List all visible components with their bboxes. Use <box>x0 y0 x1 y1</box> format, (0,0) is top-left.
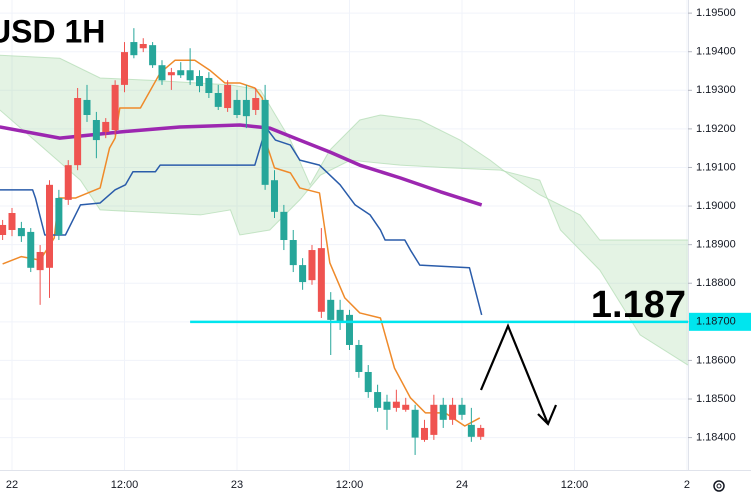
candle-body <box>139 43 147 49</box>
y-tick-label: 1.18600 <box>696 354 736 366</box>
y-tick-label: 1.19100 <box>696 161 736 173</box>
candle-body <box>167 72 175 76</box>
settings-icon[interactable] <box>713 480 725 492</box>
projection-arrow <box>479 323 550 425</box>
candle-body <box>36 251 44 271</box>
candle-body <box>299 265 307 283</box>
cloud-area <box>0 55 688 366</box>
candle-body <box>120 52 128 85</box>
x-tick-label: 2 <box>684 479 690 491</box>
indicator-line <box>2 59 481 427</box>
x-tick-label: 12:00 <box>336 479 364 491</box>
candle-body <box>45 184 53 268</box>
candle-body <box>195 76 203 87</box>
candle-body <box>55 197 63 235</box>
candle-body <box>130 42 138 56</box>
candle-body <box>186 70 194 81</box>
level: 1.187 <box>190 284 688 326</box>
candle-body <box>83 99 91 115</box>
candle-body <box>364 371 372 393</box>
candle-body <box>270 180 278 212</box>
candle-body <box>233 99 241 115</box>
candle-body <box>355 344 363 372</box>
candle-body <box>252 98 260 110</box>
x-tick-label: 22 <box>6 479 18 491</box>
candle-body <box>420 427 428 440</box>
price-highlight <box>689 312 751 331</box>
candle-body <box>402 404 410 410</box>
cloud-edge <box>0 54 688 241</box>
candle-body <box>92 120 100 141</box>
candle-body <box>242 99 250 117</box>
candle-body <box>27 231 35 268</box>
candle-body <box>158 65 166 81</box>
candle-body <box>374 392 382 408</box>
gear[interactable] <box>713 480 725 492</box>
candle-body <box>64 165 72 200</box>
candle-body <box>439 404 447 420</box>
y-tick-label: 1.18900 <box>696 239 736 251</box>
candle-body <box>224 84 232 109</box>
x-tick-label: 23 <box>231 479 243 491</box>
candle-body <box>17 228 25 237</box>
candle-body <box>149 45 157 66</box>
candle-body <box>111 84 119 131</box>
y-tick-label: 1.19000 <box>696 200 736 212</box>
arrow-head <box>537 404 558 426</box>
candle-body <box>345 314 353 345</box>
chart-title: USD 1H <box>0 13 105 49</box>
candle-body <box>102 121 110 132</box>
y-tick-label: 1.19200 <box>696 123 736 135</box>
candle-body <box>214 92 222 107</box>
grid <box>0 0 688 470</box>
level-label: 1.187 <box>591 284 686 326</box>
y-tick-label: 1.19300 <box>696 84 736 96</box>
candle-body <box>458 404 466 415</box>
candle-body <box>205 77 213 93</box>
axes: 22 12:00 23 12:00 24 12:00 2 1.19500 1.19400 1.19… <box>6 7 751 491</box>
candle-body <box>430 404 438 435</box>
y-tick-label: 1.19400 <box>696 46 736 58</box>
x-tick-label: 12:00 <box>561 479 589 491</box>
candle-body <box>74 98 82 166</box>
candle-body <box>336 309 344 322</box>
candle-body <box>289 240 297 266</box>
y-tick-label: 1.18700 <box>696 316 736 328</box>
candle-body <box>177 70 185 76</box>
candle-body <box>467 424 475 437</box>
y-tick-label: 1.18500 <box>696 393 736 405</box>
indicator-line <box>0 123 483 207</box>
candle-body <box>327 299 335 320</box>
candle-body <box>0 224 7 235</box>
candle-body <box>317 248 325 312</box>
candle-body <box>392 401 400 408</box>
candle-body <box>383 401 391 410</box>
y-tick-label: 1.18800 <box>696 277 736 289</box>
candle-body <box>449 404 457 420</box>
y-tick-label: 1.19500 <box>696 7 736 19</box>
candle-body <box>411 409 419 438</box>
x-tick-label: 12:00 <box>111 479 139 491</box>
candle-body <box>477 427 485 437</box>
candle-body <box>280 211 288 241</box>
candle-body <box>8 213 16 230</box>
y-tick-label: 1.18400 <box>696 431 736 443</box>
candle-body <box>261 99 269 185</box>
gear-hub[interactable] <box>716 483 722 489</box>
candles <box>0 28 485 455</box>
x-tick-label: 24 <box>456 479 468 491</box>
candle-body <box>308 250 316 281</box>
